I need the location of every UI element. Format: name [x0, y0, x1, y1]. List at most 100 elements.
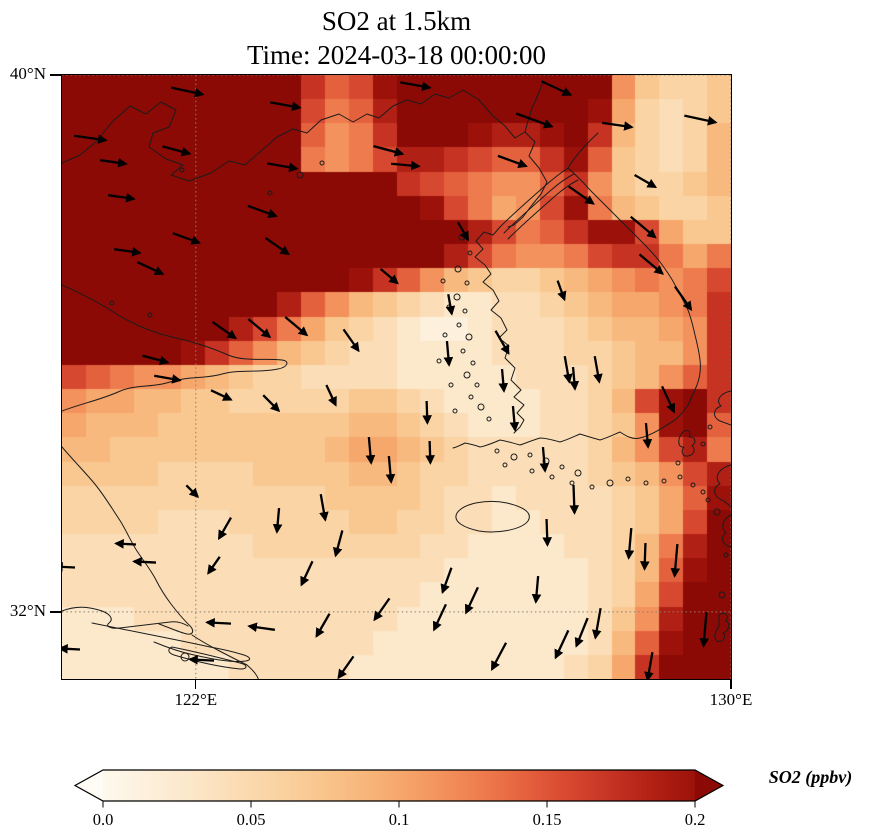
- wind-arrow: [107, 192, 136, 203]
- coastline-path: [62, 89, 548, 228]
- wind-arrow: [142, 354, 170, 366]
- coastline-path: [524, 81, 544, 133]
- wind-arrow: [699, 611, 710, 648]
- island-outline: [677, 474, 683, 480]
- coastline-path: [452, 132, 701, 449]
- wind-arrow: [218, 517, 232, 541]
- wind-arrow: [325, 384, 337, 407]
- wind-arrow: [639, 542, 650, 571]
- coastline-path: [499, 167, 569, 228]
- island-outline: [713, 508, 721, 516]
- island-outline: [454, 265, 462, 273]
- wind-arrow: [373, 597, 391, 622]
- wind-arrow: [661, 385, 676, 414]
- island-outline: [527, 452, 533, 458]
- coastline-path: [62, 284, 288, 412]
- island-outline: [718, 591, 726, 599]
- wind-arrow: [270, 101, 302, 112]
- wind-arrow: [113, 246, 142, 257]
- wind-arrow: [319, 493, 329, 522]
- island-outline: [179, 167, 185, 173]
- map-panel: [61, 74, 732, 680]
- island-outline: [109, 300, 115, 306]
- island-outline: [452, 408, 458, 414]
- island-outline: [468, 394, 474, 400]
- island-outline: [470, 360, 476, 366]
- island-outline: [486, 416, 492, 422]
- island-outline: [319, 160, 325, 166]
- wind-arrow: [207, 556, 221, 575]
- wind-arrow: [638, 253, 664, 275]
- wind-arrow: [400, 81, 432, 92]
- wind-arrow: [542, 518, 553, 547]
- wind-arrow: [390, 160, 421, 171]
- island-outline: [690, 482, 696, 488]
- island-outline: [529, 468, 535, 474]
- wind-arrow: [490, 642, 508, 671]
- chart-title-block: SO2 at 1.5km Time: 2024-03-18 00:00:00: [62, 4, 731, 72]
- wind-quiver-layer: [62, 80, 718, 679]
- island-outline: [510, 453, 518, 461]
- coastline-path: [507, 179, 579, 240]
- island-outline: [267, 190, 273, 196]
- island-outline: [705, 497, 711, 503]
- coastline-path: [168, 646, 247, 670]
- wind-arrow: [574, 617, 589, 648]
- colorbar-extend-left-arrow: [75, 770, 103, 801]
- wind-arrow: [385, 455, 396, 484]
- y-tick-label: 40°N: [9, 64, 46, 83]
- y-tick-mark: [50, 611, 61, 613]
- coastline-path: [62, 606, 189, 629]
- island-outline: [625, 476, 631, 482]
- island-outline: [549, 474, 555, 480]
- wind-arrow: [443, 340, 454, 367]
- wind-arrow: [440, 567, 453, 595]
- wind-arrow: [188, 654, 215, 665]
- wind-arrow: [498, 368, 509, 393]
- island-outline: [465, 333, 473, 341]
- wind-arrow: [153, 374, 182, 384]
- island-outline: [569, 480, 575, 486]
- island-outline: [147, 312, 153, 318]
- wind-arrow: [62, 644, 81, 654]
- y-tick-mark: [50, 74, 61, 76]
- x-tick-mark: [195, 680, 197, 689]
- colorbar-ticks-layer: 0.0 0.05 0.1 0.15 0.2: [93, 801, 705, 829]
- colorbar-tick-label: 0.05: [237, 810, 266, 829]
- wind-arrow: [99, 157, 128, 168]
- wind-arrow: [445, 293, 456, 316]
- coastline-path: [714, 390, 731, 426]
- wind-arrow: [172, 232, 201, 245]
- island-outline: [661, 478, 667, 484]
- wind-arrow: [634, 174, 658, 188]
- colorbar-tick-label: 0.1: [389, 810, 410, 829]
- wind-arrow: [497, 154, 528, 169]
- wind-arrow: [365, 436, 376, 465]
- wind-arrow: [642, 422, 653, 449]
- wind-arrow: [539, 446, 550, 473]
- coastline-path: [678, 429, 696, 457]
- island-outline: [296, 171, 304, 179]
- wind-arrow: [569, 484, 580, 515]
- wind-arrow: [568, 185, 595, 205]
- island-outline: [442, 332, 448, 338]
- chart-title: SO2 at 1.5km: [321, 6, 472, 36]
- island-outline: [494, 448, 500, 454]
- wind-arrow: [541, 80, 573, 96]
- island-outline: [462, 308, 468, 314]
- wind-arrow: [62, 562, 76, 572]
- x-tick-label: 122°E: [174, 690, 218, 709]
- wind-arrow: [300, 560, 314, 587]
- island-outline: [448, 382, 454, 388]
- coastline-path: [191, 634, 259, 679]
- island-outline: [436, 358, 442, 364]
- island-outline: [453, 293, 461, 301]
- wind-arrow: [373, 145, 405, 157]
- wind-arrow: [509, 405, 520, 432]
- y-tick-label: 32°N: [9, 600, 46, 620]
- wind-arrow: [284, 316, 309, 337]
- wind-arrow: [684, 114, 718, 126]
- island-outline: [463, 371, 471, 379]
- wind-arrow: [315, 613, 331, 638]
- coastline-path: [503, 173, 575, 234]
